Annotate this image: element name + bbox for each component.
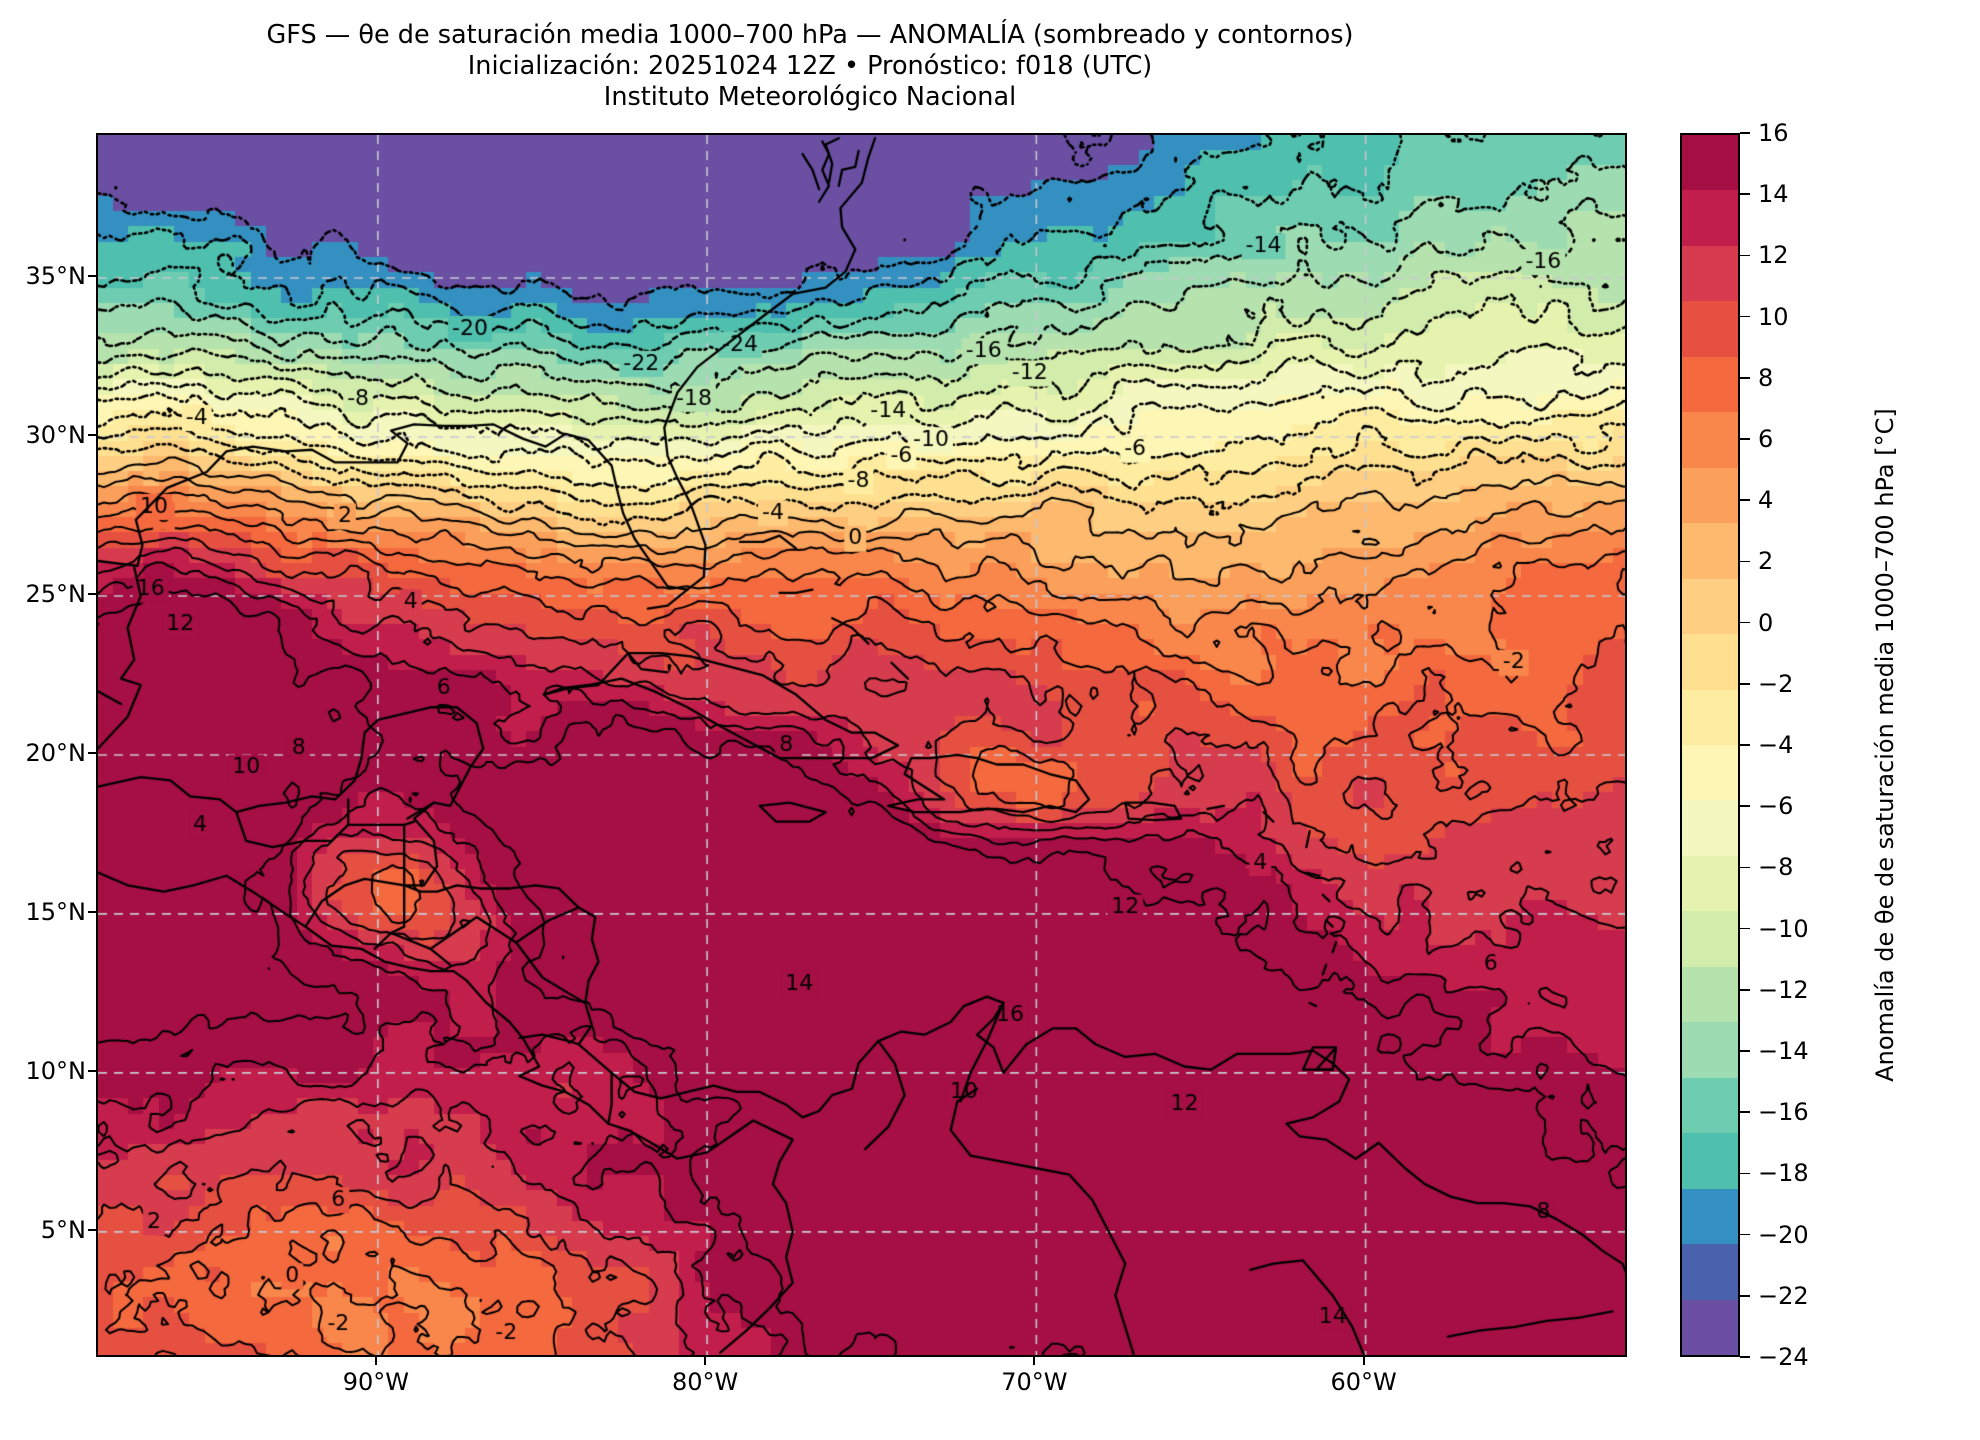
colorbar-band-11 — [1682, 744, 1738, 801]
colorbar-axis-label: Anomalía de θe de saturación media 1000–… — [1868, 133, 1902, 1357]
y-tick-label-35: 35°N — [25, 262, 87, 291]
figure-title-block: GFS — θe de saturación media 1000–700 hP… — [0, 20, 1620, 113]
colorbar-tick-label--6: −6 — [1758, 792, 1794, 821]
colorbar-band-6 — [1682, 467, 1738, 524]
colorbar-band-2 — [1682, 245, 1738, 302]
y-tickmark-5 — [88, 1228, 96, 1231]
colorbar-band-16 — [1682, 1022, 1738, 1078]
figure-title-line-1: GFS — θe de saturación media 1000–700 hP… — [266, 20, 1354, 50]
colorbar-tick--12 — [1740, 988, 1750, 991]
y-tick-label-10: 10°N — [25, 1056, 87, 1085]
colorbar-band-4 — [1682, 356, 1738, 413]
colorbar-band-18 — [1682, 1133, 1738, 1189]
colorbar-band-19 — [1682, 1188, 1738, 1245]
colorbar-tick-label-4: 4 — [1758, 486, 1774, 515]
y-tickmark-10 — [88, 1069, 96, 1072]
x-tick-label-80: 80°W — [671, 1368, 739, 1396]
colorbar-tick-label--22: −22 — [1758, 1281, 1809, 1310]
colorbar-tick--2 — [1740, 682, 1750, 685]
colorbar-band-3 — [1682, 301, 1738, 357]
colorbar-tick-16 — [1740, 132, 1750, 134]
colorbar-tick-label--4: −4 — [1758, 731, 1794, 759]
colorbar-tick-6 — [1740, 438, 1750, 440]
y-tick-label-25: 25°N — [25, 579, 87, 608]
colorbar-tick--4 — [1740, 744, 1750, 746]
colorbar-band-13 — [1682, 855, 1738, 912]
y-tickmark-15 — [88, 910, 96, 913]
y-tick-label-20: 20°N — [25, 738, 87, 767]
colorbar-tick--22 — [1740, 1294, 1750, 1297]
colorbar-tick-label--2: −2 — [1758, 669, 1794, 698]
colorbar-band-5 — [1682, 412, 1738, 468]
colorbar-tick-10 — [1740, 315, 1750, 318]
colorbar-tick--6 — [1740, 805, 1750, 808]
map-plot-area — [96, 133, 1627, 1357]
colorbar-tick-2 — [1740, 560, 1750, 563]
colorbar-band-15 — [1682, 966, 1738, 1023]
y-tick-label-5: 5°N — [40, 1215, 86, 1244]
x-tick-label-70: 70°W — [1001, 1368, 1068, 1396]
colorbar-band-8 — [1682, 578, 1738, 635]
colorbar-tick--24 — [1740, 1356, 1750, 1358]
colorbar-tick-label-8: 8 — [1758, 363, 1774, 392]
colorbar-band-20 — [1682, 1244, 1738, 1300]
colorbar-tick-14 — [1740, 193, 1750, 196]
colorbar-tick-label--14: −14 — [1758, 1037, 1809, 1065]
x-tick-label-60: 60°W — [1330, 1368, 1397, 1396]
y-tick-label-30: 30°N — [25, 421, 87, 450]
x-tickmark-90 — [374, 1357, 377, 1365]
colorbar-tick-label--24: −24 — [1758, 1343, 1809, 1371]
colorbar-tick-label--18: −18 — [1758, 1159, 1809, 1188]
colorbar-tick--20 — [1740, 1233, 1750, 1236]
y-tickmark-25 — [88, 592, 96, 595]
x-tickmark-80 — [704, 1357, 707, 1365]
colorbar-tick--14 — [1740, 1050, 1750, 1052]
colorbar-label-text: Anomalía de θe de saturación media 1000–… — [1871, 408, 1899, 1082]
y-tickmark-30 — [88, 434, 96, 437]
colorbar-tick-0 — [1740, 621, 1750, 624]
colorbar-band-10 — [1682, 689, 1738, 745]
colorbar-tick-label--10: −10 — [1758, 914, 1809, 943]
colorbar-band-1 — [1682, 190, 1738, 246]
colorbar-tick-label--20: −20 — [1758, 1220, 1809, 1249]
colorbar-band-14 — [1682, 911, 1738, 967]
colorbar-tick-label-0: 0 — [1758, 608, 1774, 637]
x-tickmark-70 — [1033, 1357, 1036, 1365]
colorbar-tick-label-14: 14 — [1758, 180, 1789, 209]
colorbar-tick--16 — [1740, 1111, 1750, 1114]
colorbar-tick-label-2: 2 — [1758, 547, 1774, 576]
colorbar-tick-12 — [1740, 254, 1750, 257]
y-tickmark-20 — [88, 751, 96, 754]
colorbar-tick-label--16: −16 — [1758, 1098, 1809, 1127]
colorbar-band-0 — [1682, 135, 1738, 191]
colorbar-tick-4 — [1740, 499, 1750, 502]
colorbar-tick-label--12: −12 — [1758, 975, 1809, 1004]
colorbar-tick--8 — [1740, 866, 1750, 869]
colorbar-band-9 — [1682, 634, 1738, 690]
x-tick-label-90: 90°W — [342, 1368, 409, 1396]
colorbar-tick-8 — [1740, 376, 1750, 379]
colorbar-tick-label-10: 10 — [1758, 302, 1789, 331]
y-tickmark-35 — [88, 275, 96, 278]
colorbar-tick-label--8: −8 — [1758, 853, 1794, 882]
figure-title-line-2: Inicialización: 20251024 12Z • Pronóstic… — [467, 51, 1153, 81]
colorbar: 16 14 12 10 8 6 4 2 0 −2 −4 −6 −8 −10 −12 −14 −16 −18 −20 −… — [1680, 119, 1809, 1371]
colorbar-gradient — [1680, 133, 1740, 1357]
colorbar-band-17 — [1682, 1077, 1738, 1134]
colorbar-band-7 — [1682, 523, 1738, 579]
colorbar-band-21 — [1682, 1299, 1738, 1355]
colorbar-tick--18 — [1740, 1172, 1750, 1175]
colorbar-band-12 — [1682, 800, 1738, 856]
colorbar-tick-label-12: 12 — [1758, 241, 1789, 270]
y-tick-label-15: 15°N — [25, 897, 87, 926]
colorbar-tick--10 — [1740, 927, 1750, 930]
colorbar-tick-label-6: 6 — [1758, 425, 1774, 453]
figure-title-line-3: Instituto Meteorológico Nacional — [603, 82, 1017, 112]
anomaly-heatmap-canvas — [98, 135, 1625, 1355]
colorbar-tick-label-16: 16 — [1758, 119, 1789, 147]
x-tickmark-60 — [1362, 1357, 1365, 1365]
